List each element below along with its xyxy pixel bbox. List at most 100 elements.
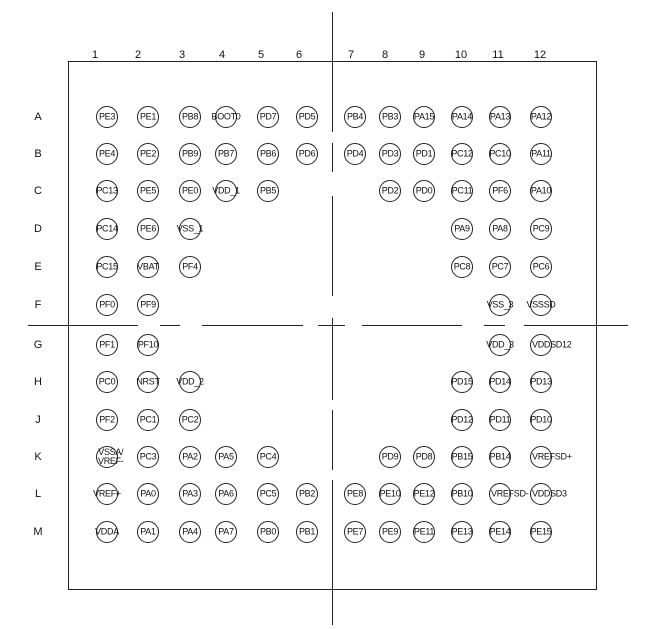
column-label: 8 <box>381 49 389 61</box>
ball-B4 <box>215 143 237 165</box>
ball-B6 <box>296 143 318 165</box>
ball-G1 <box>96 334 118 356</box>
column-label: 1 <box>91 49 99 61</box>
pin-label: PD9 <box>381 451 399 462</box>
ball-A6 <box>296 106 318 128</box>
ball-M4 <box>215 521 237 543</box>
column-label: 7 <box>347 49 355 61</box>
pin-label: PE1 <box>139 111 157 122</box>
pin-label: PD11 <box>489 414 511 425</box>
pin-label: PD3 <box>381 148 399 159</box>
pin-label: VDD_3 <box>486 339 514 350</box>
column-label: 12 <box>533 49 547 61</box>
center-line-vertical <box>332 196 334 296</box>
ball-A1 <box>96 106 118 128</box>
pin-label: PE5 <box>139 185 157 196</box>
center-line-horizontal <box>160 325 180 327</box>
ball-J12 <box>530 409 552 431</box>
pin-label: PD5 <box>298 111 316 122</box>
pin-label: PF2 <box>99 414 115 425</box>
ball-K10 <box>451 446 473 468</box>
pin-label: VBAT <box>137 261 159 272</box>
ball-J2 <box>137 409 159 431</box>
ball-F12 <box>530 294 552 316</box>
row-label: H <box>34 376 42 388</box>
ball-C3 <box>179 180 201 202</box>
pin-label: NRST <box>136 376 160 387</box>
pin-label: PB14 <box>489 451 511 462</box>
row-label: D <box>34 223 42 235</box>
ball-E10 <box>451 256 473 278</box>
ball-B12 <box>530 143 552 165</box>
pin-label: PA7 <box>218 526 234 537</box>
ball-L12 <box>530 483 552 505</box>
column-label: 10 <box>454 49 468 61</box>
pin-label: PD10 <box>530 414 552 425</box>
row-label: A <box>34 111 42 123</box>
pin-label: PC5 <box>259 488 277 499</box>
ball-B10 <box>451 143 473 165</box>
ball-H1 <box>96 371 118 393</box>
pin-label: PC14 <box>96 223 118 234</box>
pin-label: PB3 <box>381 111 399 122</box>
row-label: G <box>33 339 43 351</box>
pin-label: PC3 <box>139 451 157 462</box>
pin-label: PD12 <box>451 414 473 425</box>
pin-label: VDD_1 <box>212 185 240 196</box>
center-line-horizontal <box>484 325 505 327</box>
ball-D3 <box>179 218 201 240</box>
ball-G11 <box>489 334 511 356</box>
pin-label: PD0 <box>415 185 433 196</box>
column-label: 4 <box>218 49 226 61</box>
ball-B1 <box>96 143 118 165</box>
ball-G2 <box>137 334 159 356</box>
pin-label: PE10 <box>379 488 401 499</box>
ball-C10 <box>451 180 473 202</box>
center-line-vertical <box>332 318 334 400</box>
pin-label: PB10 <box>451 488 473 499</box>
pin-label: PD1 <box>415 148 433 159</box>
pin-label: PF1 <box>99 339 115 350</box>
ball-K8 <box>379 446 401 468</box>
ball-D1 <box>96 218 118 240</box>
pin-label: VDDA <box>95 526 119 537</box>
pin-label: PB2 <box>298 488 316 499</box>
ball-K12 <box>530 446 552 468</box>
row-label: F <box>34 299 42 311</box>
ball-L6 <box>296 483 318 505</box>
ball-M10 <box>451 521 473 543</box>
ball-M11 <box>489 521 511 543</box>
pin-label: PC13 <box>96 185 118 196</box>
row-label: J <box>35 414 41 426</box>
ball-C5 <box>257 180 279 202</box>
ball-J1 <box>96 409 118 431</box>
pin-label: PF10 <box>137 339 159 350</box>
row-label: K <box>34 451 42 463</box>
ball-L1 <box>96 483 118 505</box>
pin-label: PE15 <box>530 526 552 537</box>
pin-label: VSSA/VREF- <box>98 447 124 466</box>
pin-label: PF9 <box>140 299 156 310</box>
row-label: L <box>34 488 42 500</box>
ball-C9 <box>413 180 435 202</box>
ball-M9 <box>413 521 435 543</box>
column-label: 11 <box>492 49 504 61</box>
pin-label: PE0 <box>181 185 199 196</box>
pin-label: PD2 <box>381 185 399 196</box>
row-label: M <box>33 526 43 538</box>
pin-label: PA13 <box>489 111 511 122</box>
ball-M5 <box>257 521 279 543</box>
ball-G12 <box>530 334 552 356</box>
pin-label: PA14 <box>451 111 473 122</box>
pin-label: PC15 <box>96 261 118 272</box>
ball-H11 <box>489 371 511 393</box>
center-line-horizontal <box>362 325 462 327</box>
ball-A10 <box>451 106 473 128</box>
center-line-vertical <box>332 410 334 470</box>
ball-L10 <box>451 483 473 505</box>
pin-label: PE7 <box>346 526 364 537</box>
pin-label: PD13 <box>530 376 552 387</box>
pin-label: PA5 <box>218 451 234 462</box>
pin-label: PA0 <box>140 488 156 499</box>
pin-label: PA10 <box>530 185 552 196</box>
